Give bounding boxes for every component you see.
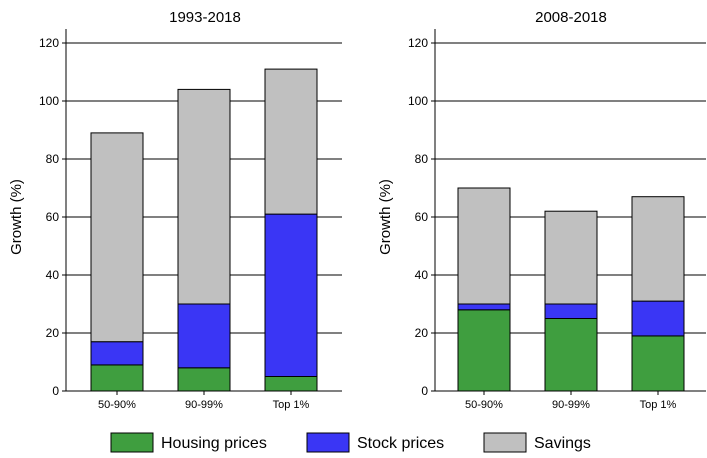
y-tick-label: 80 — [46, 152, 60, 166]
y-tick-label: 60 — [46, 210, 60, 224]
bar-segment-savings — [264, 68, 318, 215]
x-tick-label: 50-90% — [465, 399, 503, 411]
bar-segment-housing — [457, 309, 511, 392]
y-tick-label: 0 — [421, 384, 428, 398]
bar-segment-housing — [177, 367, 231, 392]
y-axis-label: Growth (%) — [8, 179, 25, 255]
y-tick-label: 120 — [39, 36, 59, 50]
legend-label-housing: Housing prices — [161, 435, 267, 452]
legend-swatch-stock — [306, 432, 350, 453]
y-tick-label: 40 — [415, 268, 429, 282]
chart-title: 2008-2018 — [535, 9, 607, 26]
bar-segment-savings — [631, 196, 685, 302]
x-tick-label: 50-90% — [98, 399, 136, 411]
bar-segment-stock — [177, 303, 231, 369]
y-tick-label: 40 — [46, 268, 60, 282]
y-tick-label: 60 — [415, 210, 429, 224]
bar-segment-stock — [457, 303, 511, 311]
y-tick-label: 100 — [39, 94, 59, 108]
y-tick-label: 20 — [46, 326, 60, 340]
bar-segment-stock — [631, 300, 685, 337]
bar-segment-housing — [544, 318, 598, 392]
chart-title: 1993-2018 — [169, 9, 241, 26]
y-tick-label: 0 — [52, 384, 59, 398]
bar-segment-stock — [544, 303, 598, 319]
x-tick-label: 90-99% — [552, 399, 590, 411]
bar-segment-savings — [457, 187, 511, 305]
bar-segment-savings — [90, 132, 144, 343]
x-tick-label: Top 1% — [640, 399, 677, 411]
chart-panel-1993-2018: 0 20 40 60 80 100 120 50-90% 90-99% Top 1% 1993-20… — [8, 9, 342, 411]
y-tick-label: 120 — [408, 36, 428, 50]
bar-segment-housing — [631, 335, 685, 392]
legend-swatch-housing — [110, 432, 154, 453]
bar-segment-housing — [264, 376, 318, 392]
y-axis-label: Growth (%) — [377, 179, 394, 255]
legend-label-savings: Savings — [534, 435, 591, 452]
legend-swatch-savings — [483, 432, 527, 453]
y-tick-label: 80 — [415, 152, 429, 166]
x-tick-label: Top 1% — [273, 399, 310, 411]
y-tick-label: 100 — [408, 94, 428, 108]
bar-segment-savings — [177, 88, 231, 305]
chart-legend: Housing prices Stock prices Savings — [110, 432, 591, 453]
bar-segment-housing — [90, 364, 144, 392]
legend-label-stock: Stock prices — [357, 435, 444, 452]
y-tick-label: 20 — [415, 326, 429, 340]
x-tick-label: 90-99% — [185, 399, 223, 411]
chart-panel-2008-2018: 0 20 40 60 80 100 120 50-90% 90-99% Top 1% 2008-20… — [377, 9, 706, 411]
bar-segment-stock — [264, 213, 318, 377]
bar-segment-stock — [90, 341, 144, 366]
bar-segment-savings — [544, 210, 598, 305]
